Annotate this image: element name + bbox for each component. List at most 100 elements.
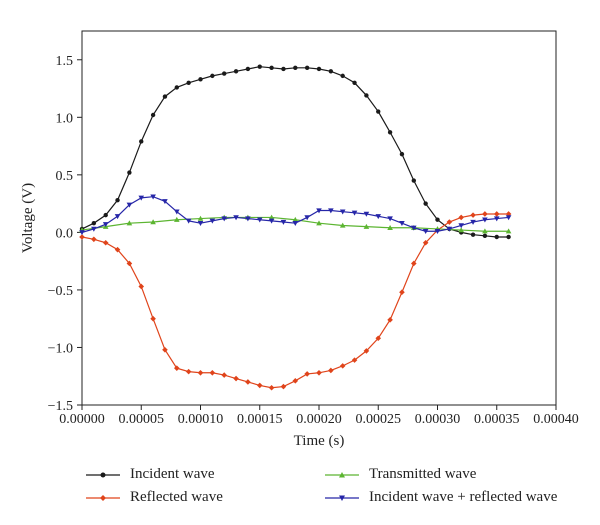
data-point-incident-wave-reflected-wave bbox=[351, 210, 358, 216]
data-point-incident-wave-reflected-wave bbox=[91, 226, 97, 232]
data-point-incident-wave bbox=[340, 73, 345, 79]
data-point-reflected-wave bbox=[304, 371, 310, 377]
data-point-incident-wave-reflected-wave bbox=[316, 208, 322, 214]
data-point-incident-wave bbox=[293, 65, 298, 71]
data-point-incident-wave-reflected-wave bbox=[162, 199, 168, 205]
data-point-incident-wave bbox=[139, 139, 144, 144]
data-point-incident-wave bbox=[186, 80, 191, 85]
data-point-incident-wave-reflected-wave bbox=[102, 222, 109, 228]
data-point-incident-wave-reflected-wave bbox=[138, 195, 145, 201]
data-point-reflected-wave bbox=[197, 369, 204, 376]
data-point-incident-wave-reflected-wave bbox=[422, 229, 429, 235]
y-tick-label: 1.0 bbox=[56, 111, 74, 126]
x-axis-title: Time (s) bbox=[294, 433, 345, 449]
data-point-transmitted-wave bbox=[292, 216, 299, 222]
data-point-transmitted-wave bbox=[387, 224, 393, 230]
series-line-incident-wave bbox=[81, 66, 509, 238]
data-point-incident-wave-reflected-wave bbox=[185, 218, 192, 224]
x-tick-label: 0.00030 bbox=[415, 412, 461, 427]
data-point-incident-wave bbox=[482, 233, 488, 239]
data-point-incident-wave-reflected-wave bbox=[446, 226, 453, 232]
data-point-incident-wave-reflected-wave bbox=[197, 220, 204, 226]
data-point-reflected-wave bbox=[328, 367, 334, 374]
data-point-incident-wave-reflected-wave bbox=[233, 215, 239, 221]
data-point-incident-wave-reflected-wave bbox=[493, 216, 500, 222]
x-tick-label: 0.00025 bbox=[356, 412, 402, 427]
data-point-incident-wave bbox=[470, 232, 476, 237]
data-point-incident-wave-reflected-wave bbox=[209, 218, 216, 224]
y-tick-label: 0.5 bbox=[56, 169, 74, 184]
data-point-incident-wave-reflected-wave bbox=[328, 208, 334, 214]
data-point-incident-wave bbox=[233, 69, 239, 74]
data-point-incident-wave bbox=[91, 220, 97, 226]
data-point-transmitted-wave bbox=[197, 215, 204, 221]
data-point-incident-wave-reflected-wave bbox=[304, 215, 310, 221]
data-point-incident-wave-reflected-wave bbox=[434, 229, 441, 235]
y-tick-label: −0.5 bbox=[48, 284, 73, 299]
data-point-incident-wave-reflected-wave bbox=[280, 219, 287, 225]
data-point-reflected-wave bbox=[375, 335, 382, 342]
data-point-incident-wave bbox=[352, 80, 357, 85]
data-point-reflected-wave bbox=[411, 260, 417, 267]
data-point-incident-wave-reflected-wave bbox=[268, 218, 275, 224]
data-point-reflected-wave bbox=[446, 219, 453, 225]
data-point-reflected-wave bbox=[114, 246, 121, 253]
y-tick-label: −1.5 bbox=[48, 399, 73, 414]
data-point-incident-wave bbox=[304, 65, 310, 71]
data-point-transmitted-wave bbox=[174, 216, 180, 222]
data-point-incident-wave-reflected-wave bbox=[458, 223, 464, 229]
data-point-incident-wave bbox=[174, 85, 179, 90]
data-point-incident-wave bbox=[281, 66, 286, 72]
data-point-reflected-wave bbox=[505, 211, 512, 217]
data-point-incident-wave bbox=[162, 94, 168, 99]
data-point-reflected-wave bbox=[102, 239, 109, 246]
data-point-incident-wave-reflected-wave bbox=[399, 220, 405, 226]
x-axis-ticks: 0.00000 0.00005 0.00010 0.00015 0.00020 0.000… bbox=[59, 405, 579, 427]
data-point-reflected-wave bbox=[91, 236, 97, 243]
data-point-incident-wave bbox=[364, 93, 369, 98]
data-point-transmitted-wave bbox=[458, 227, 464, 233]
data-point-reflected-wave bbox=[292, 378, 299, 384]
data-point-reflected-wave bbox=[339, 363, 346, 369]
data-point-incident-wave bbox=[198, 77, 203, 82]
data-point-incident-wave bbox=[494, 234, 499, 240]
data-point-incident-wave-reflected-wave bbox=[339, 209, 346, 215]
data-point-incident-wave-reflected-wave bbox=[221, 216, 227, 222]
data-point-incident-wave bbox=[210, 73, 215, 79]
data-point-reflected-wave bbox=[387, 317, 393, 323]
data-point-transmitted-wave bbox=[482, 228, 488, 234]
data-point-transmitted-wave bbox=[126, 220, 133, 226]
data-point-incident-wave bbox=[423, 201, 428, 206]
data-point-incident-wave bbox=[257, 64, 262, 69]
data-point-incident-wave bbox=[328, 69, 334, 74]
data-point-incident-wave-reflected-wave bbox=[150, 194, 156, 200]
data-point-reflected-wave bbox=[316, 369, 322, 376]
data-point-reflected-wave bbox=[79, 234, 85, 240]
data-point-reflected-wave bbox=[185, 368, 192, 375]
data-point-transmitted-wave bbox=[316, 220, 322, 226]
data-point-incident-wave bbox=[150, 112, 156, 118]
data-point-incident-wave bbox=[435, 217, 440, 222]
x-tick-label: 0.00015 bbox=[237, 412, 283, 427]
data-point-incident-wave-reflected-wave bbox=[174, 209, 180, 215]
data-point-reflected-wave bbox=[458, 214, 464, 221]
y-axis-ticks: 1.5 1.0 0.5 0.0 −0.5 −1.0 −1.5 bbox=[48, 54, 82, 414]
data-point-incident-wave bbox=[399, 151, 405, 157]
y-tick-label: 1.5 bbox=[56, 54, 74, 69]
data-point-incident-wave-reflected-wave bbox=[79, 230, 85, 236]
data-point-incident-wave bbox=[269, 65, 274, 71]
data-point-incident-wave bbox=[316, 66, 322, 72]
data-point-incident-wave bbox=[245, 66, 251, 72]
data-point-incident-wave-reflected-wave bbox=[375, 214, 382, 220]
data-point-reflected-wave bbox=[470, 212, 476, 218]
series-line-incident-wave-reflected-wave bbox=[81, 196, 509, 233]
data-point-reflected-wave bbox=[138, 283, 145, 290]
x-tick-label: 0.00035 bbox=[474, 412, 520, 427]
data-point-incident-wave-reflected-wave bbox=[505, 215, 512, 221]
data-point-reflected-wave bbox=[150, 315, 156, 322]
series-layer bbox=[79, 64, 512, 391]
data-point-transmitted-wave bbox=[268, 214, 275, 220]
data-point-incident-wave-reflected-wave bbox=[482, 217, 488, 223]
series-line-reflected-wave bbox=[81, 213, 509, 389]
